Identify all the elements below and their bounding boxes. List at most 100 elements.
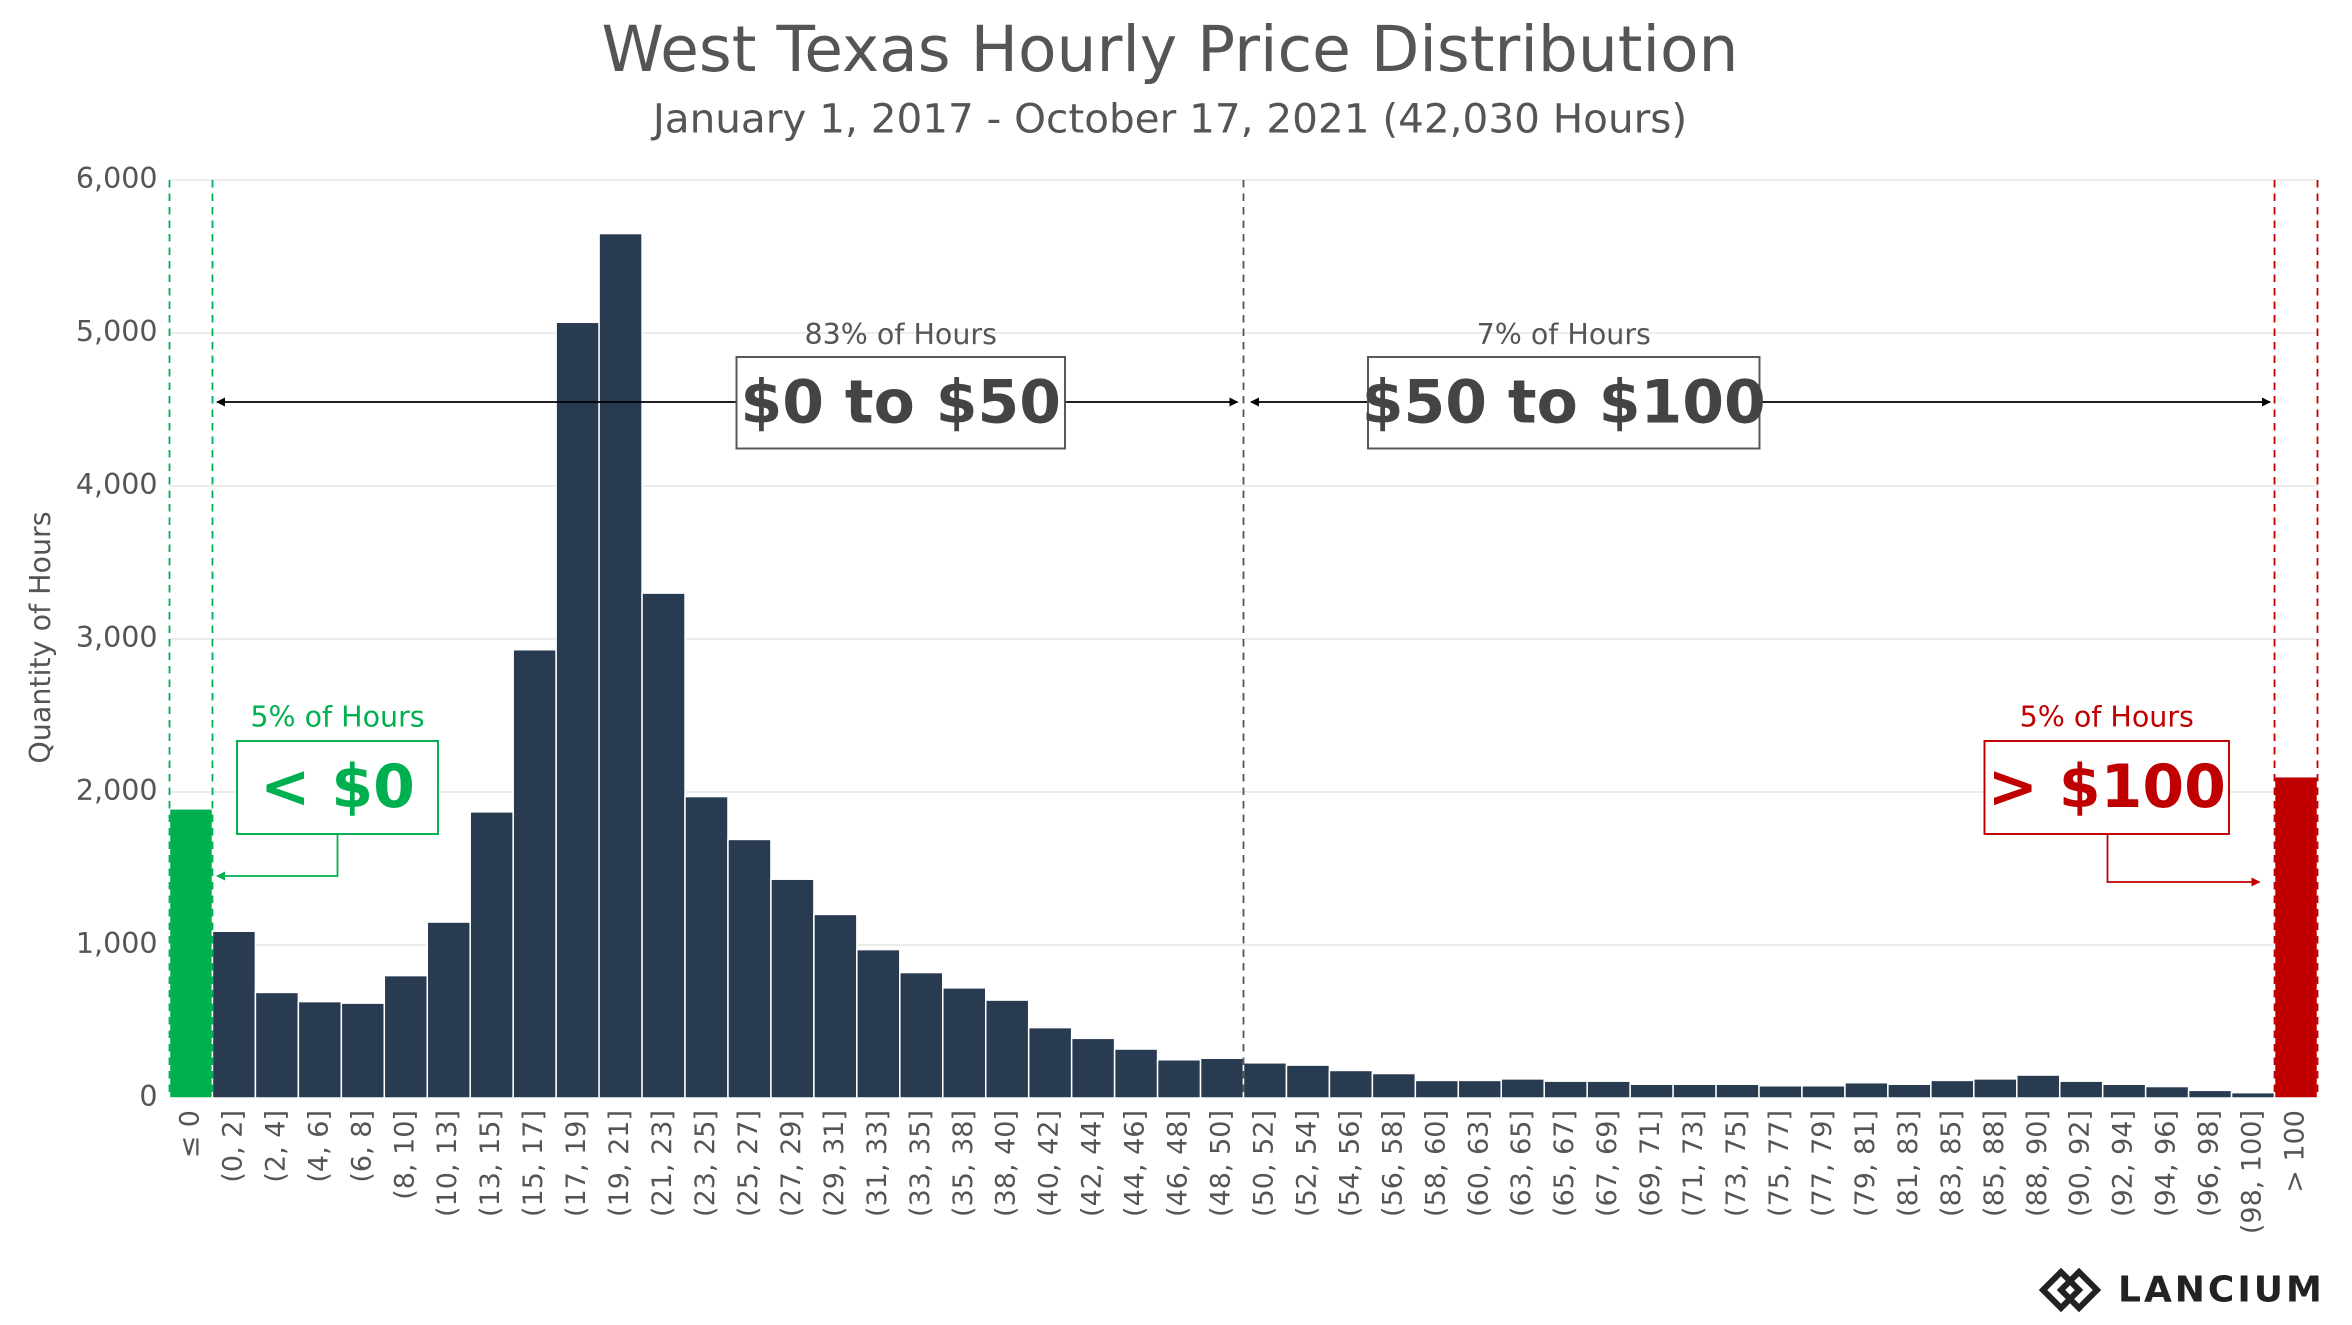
bar xyxy=(1930,1079,1975,1099)
x-tick-label: (79, 81] xyxy=(1850,1110,1881,1217)
bar xyxy=(254,991,300,1099)
annotation-box xyxy=(236,740,439,835)
annotation-note: 5% of Hours xyxy=(2020,701,2194,734)
x-tick-label: (71, 73] xyxy=(1678,1110,1709,1217)
x-tick-label: (40, 42] xyxy=(1034,1110,1065,1217)
y-tick-label: 3,000 xyxy=(76,621,158,654)
x-tick-label: (15, 17] xyxy=(518,1110,549,1217)
x-tick-label: (31, 33] xyxy=(862,1110,893,1217)
annotation-note: 83% of Hours xyxy=(805,318,997,351)
y-axis-title: Quantity of Hours xyxy=(24,511,57,763)
y-tick-label: 4,000 xyxy=(76,468,158,501)
bar xyxy=(2101,1083,2147,1099)
bar xyxy=(1844,1081,1889,1099)
bar xyxy=(340,1002,386,1099)
annotation-note: 7% of Hours xyxy=(1477,318,1651,351)
x-tick-label: (17, 19] xyxy=(561,1110,592,1217)
y-tick-label: 5,000 xyxy=(76,315,158,348)
bar xyxy=(1027,1026,1073,1099)
bar xyxy=(1629,1083,1674,1099)
bar xyxy=(1457,1079,1503,1099)
x-tick-label: (85, 88] xyxy=(1979,1110,2010,1217)
x-tick-label: (65, 67] xyxy=(1549,1110,1580,1217)
annotation-box xyxy=(1367,356,1761,450)
x-tick-label: (75, 77] xyxy=(1764,1110,1795,1217)
x-tick-label: (96, 98] xyxy=(2194,1110,2225,1217)
x-tick-label: (50, 52] xyxy=(1248,1110,1279,1217)
bar xyxy=(426,921,471,1099)
x-tick-label: (10, 13] xyxy=(432,1110,463,1217)
x-tick-label: (90, 92] xyxy=(2065,1110,2096,1217)
x-tick-label: (46, 48] xyxy=(1163,1110,1194,1217)
x-tick-label: (19, 21] xyxy=(604,1110,635,1217)
bar xyxy=(984,999,1030,1099)
x-tick-label: (29, 31] xyxy=(819,1110,850,1217)
x-tick-label: (98, 100] xyxy=(2237,1110,2268,1234)
x-tick-label: (94, 96] xyxy=(2151,1110,2182,1217)
callout-line xyxy=(216,834,339,881)
x-tick-label: (35, 38] xyxy=(948,1110,979,1217)
x-tick-label: (44, 46] xyxy=(1120,1110,1151,1217)
bar xyxy=(2230,1091,2276,1099)
y-tick-label: 6,000 xyxy=(76,162,158,195)
callout-line xyxy=(2106,834,2261,887)
y-tick-label: 1,000 xyxy=(76,927,158,960)
x-tick-label: (21, 23] xyxy=(647,1110,678,1217)
bar xyxy=(2058,1080,2104,1099)
x-tick-label: (54, 56] xyxy=(1334,1110,1365,1217)
bar xyxy=(1328,1069,1374,1099)
bar xyxy=(383,974,429,1099)
bar xyxy=(1070,1037,1116,1099)
bar xyxy=(512,648,557,1099)
x-tick-label: (48, 50] xyxy=(1206,1110,1237,1217)
x-tick-label: (77, 79] xyxy=(1807,1110,1838,1217)
x-tick-label: (13, 15] xyxy=(475,1110,506,1217)
bar xyxy=(1500,1078,1545,1099)
bar xyxy=(684,795,729,1099)
x-tick-label: (52, 54] xyxy=(1291,1110,1322,1217)
bar xyxy=(168,808,214,1099)
x-tick-label: (27, 29] xyxy=(776,1110,807,1217)
logo-text: LANCIUM xyxy=(2118,1270,2325,1311)
bar xyxy=(1586,1080,1631,1099)
chart-title: West Texas Hourly Price Distribution xyxy=(602,13,1739,86)
bar xyxy=(2273,775,2319,1099)
bar xyxy=(899,971,944,1099)
y-tick-label: 0 xyxy=(139,1080,157,1113)
bar xyxy=(942,987,987,1099)
bar xyxy=(1414,1079,1460,1099)
x-tick-label: (8, 10] xyxy=(389,1110,420,1200)
x-tick-label: (58, 60] xyxy=(1420,1110,1451,1217)
bar xyxy=(1199,1057,1245,1099)
bar xyxy=(1285,1064,1331,1099)
x-tick-label: (23, 25] xyxy=(690,1110,721,1217)
bar xyxy=(1887,1083,1932,1099)
bar xyxy=(856,948,901,1099)
bar xyxy=(1371,1072,1417,1099)
x-tick-label: (4, 6] xyxy=(303,1110,334,1183)
x-tick-label: (83, 85] xyxy=(1936,1110,1967,1217)
bar xyxy=(1973,1078,2018,1099)
bar xyxy=(1715,1083,1760,1099)
x-tick-label: (25, 27] xyxy=(733,1110,764,1217)
annotation-box xyxy=(735,356,1066,450)
bar xyxy=(2016,1074,2061,1099)
x-tick-label: (38, 40] xyxy=(991,1110,1022,1217)
x-tick-label: (42, 44] xyxy=(1077,1110,1108,1217)
annotation-note: 5% of Hours xyxy=(250,701,424,734)
x-tick-label: (63, 65] xyxy=(1506,1110,1537,1217)
bar xyxy=(770,878,815,1099)
annotation-label: $50 to $100 xyxy=(1362,367,1766,437)
bar xyxy=(727,838,772,1099)
y-tick-label: 2,000 xyxy=(76,774,158,807)
x-tick-label: (56, 58] xyxy=(1377,1110,1408,1217)
x-tick-label: ≤ 0 xyxy=(174,1110,205,1158)
annotation-label: > $100 xyxy=(1988,752,2226,822)
bar xyxy=(641,592,686,1099)
annotation-label: < $0 xyxy=(260,752,415,822)
bar xyxy=(1543,1080,1588,1099)
x-tick-label: (6, 8] xyxy=(346,1110,377,1183)
x-tick-label: (73, 75] xyxy=(1721,1110,1752,1217)
bar xyxy=(1672,1083,1717,1099)
